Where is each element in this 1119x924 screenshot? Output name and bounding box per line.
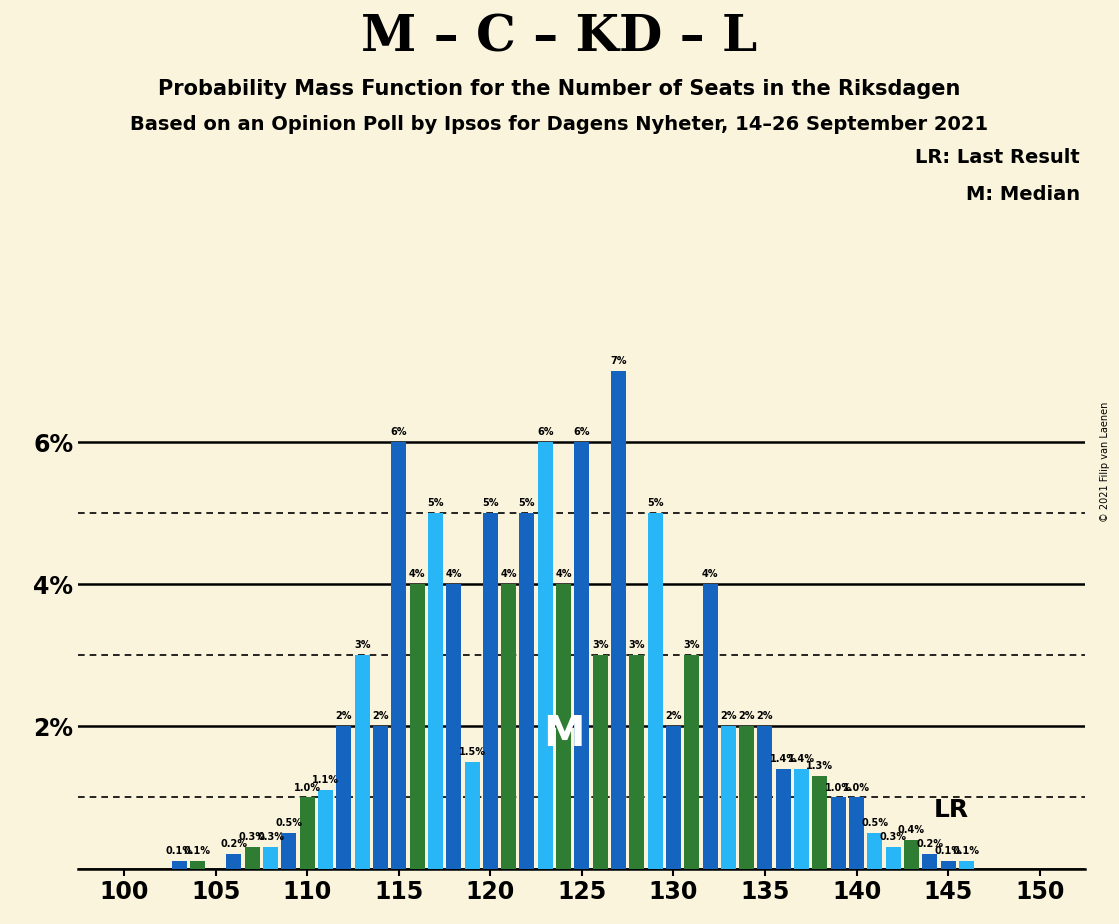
Text: 4%: 4% xyxy=(408,569,425,579)
Text: 3%: 3% xyxy=(629,640,645,650)
Text: 5%: 5% xyxy=(427,498,443,508)
Text: 1.3%: 1.3% xyxy=(807,761,834,772)
Bar xyxy=(830,797,846,869)
Bar xyxy=(171,861,187,869)
Bar xyxy=(427,513,443,869)
Text: 6%: 6% xyxy=(391,427,407,437)
Bar xyxy=(501,584,516,869)
Bar xyxy=(519,513,535,869)
Text: 0.5%: 0.5% xyxy=(862,818,888,828)
Text: 1.4%: 1.4% xyxy=(770,754,797,764)
Text: 0.3%: 0.3% xyxy=(880,833,906,843)
Bar xyxy=(226,855,242,869)
Text: 3%: 3% xyxy=(592,640,609,650)
Bar xyxy=(281,833,297,869)
Bar xyxy=(684,655,699,869)
Bar xyxy=(666,726,681,869)
Bar xyxy=(373,726,388,869)
Bar xyxy=(464,762,480,869)
Bar xyxy=(556,584,571,869)
Bar xyxy=(885,847,901,869)
Text: 0.3%: 0.3% xyxy=(238,833,266,843)
Text: M: M xyxy=(543,712,584,755)
Bar xyxy=(538,442,553,869)
Bar xyxy=(410,584,424,869)
Bar xyxy=(611,371,626,869)
Text: 0.1%: 0.1% xyxy=(953,846,980,857)
Bar xyxy=(775,769,791,869)
Text: 5%: 5% xyxy=(519,498,535,508)
Bar xyxy=(812,776,827,869)
Text: 6%: 6% xyxy=(537,427,554,437)
Bar xyxy=(245,847,260,869)
Text: LR: Last Result: LR: Last Result xyxy=(915,148,1080,167)
Text: Based on an Opinion Poll by Ipsos for Dagens Nyheter, 14–26 September 2021: Based on an Opinion Poll by Ipsos for Da… xyxy=(131,115,988,134)
Text: LR: LR xyxy=(933,798,969,822)
Bar xyxy=(392,442,406,869)
Bar xyxy=(740,726,754,869)
Bar xyxy=(355,655,369,869)
Bar xyxy=(574,442,590,869)
Text: 5%: 5% xyxy=(482,498,499,508)
Text: 7%: 7% xyxy=(610,356,627,366)
Text: 0.4%: 0.4% xyxy=(897,825,925,835)
Text: 4%: 4% xyxy=(500,569,517,579)
Bar xyxy=(703,584,717,869)
Text: 4%: 4% xyxy=(555,569,572,579)
Bar xyxy=(482,513,498,869)
Text: 0.5%: 0.5% xyxy=(275,818,302,828)
Text: 2%: 2% xyxy=(336,711,352,722)
Text: 0.1%: 0.1% xyxy=(934,846,961,857)
Bar xyxy=(867,833,883,869)
Bar xyxy=(318,790,333,869)
Text: M: Median: M: Median xyxy=(966,185,1080,204)
Text: 2%: 2% xyxy=(739,711,755,722)
Text: 4%: 4% xyxy=(445,569,462,579)
Bar xyxy=(849,797,864,869)
Bar xyxy=(190,861,205,869)
Bar xyxy=(648,513,662,869)
Bar xyxy=(904,840,919,869)
Text: 5%: 5% xyxy=(647,498,664,508)
Text: 1.4%: 1.4% xyxy=(788,754,815,764)
Bar xyxy=(446,584,461,869)
Text: © 2021 Filip van Laenen: © 2021 Filip van Laenen xyxy=(1100,402,1110,522)
Text: Probability Mass Function for the Number of Seats in the Riksdagen: Probability Mass Function for the Number… xyxy=(158,79,961,99)
Text: 2%: 2% xyxy=(721,711,736,722)
Bar xyxy=(629,655,645,869)
Text: 0.1%: 0.1% xyxy=(166,846,192,857)
Bar xyxy=(941,861,956,869)
Text: 3%: 3% xyxy=(354,640,370,650)
Text: 0.2%: 0.2% xyxy=(220,839,247,849)
Text: M – C – KD – L: M – C – KD – L xyxy=(361,14,758,63)
Text: 2%: 2% xyxy=(756,711,773,722)
Text: 1.5%: 1.5% xyxy=(459,747,486,757)
Bar xyxy=(263,847,279,869)
Bar xyxy=(794,769,809,869)
Text: 0.3%: 0.3% xyxy=(257,833,284,843)
Text: 1.0%: 1.0% xyxy=(293,783,321,793)
Text: 0.1%: 0.1% xyxy=(184,846,210,857)
Bar xyxy=(959,861,974,869)
Text: 3%: 3% xyxy=(684,640,700,650)
Bar xyxy=(922,855,938,869)
Bar xyxy=(593,655,608,869)
Text: 1.1%: 1.1% xyxy=(312,775,339,785)
Text: 0.2%: 0.2% xyxy=(916,839,943,849)
Text: 4%: 4% xyxy=(702,569,718,579)
Bar xyxy=(300,797,314,869)
Text: 1.0%: 1.0% xyxy=(825,783,852,793)
Text: 2%: 2% xyxy=(373,711,388,722)
Bar xyxy=(758,726,772,869)
Text: 1.0%: 1.0% xyxy=(843,783,871,793)
Bar xyxy=(721,726,736,869)
Bar xyxy=(337,726,351,869)
Text: 6%: 6% xyxy=(574,427,590,437)
Text: 2%: 2% xyxy=(665,711,681,722)
